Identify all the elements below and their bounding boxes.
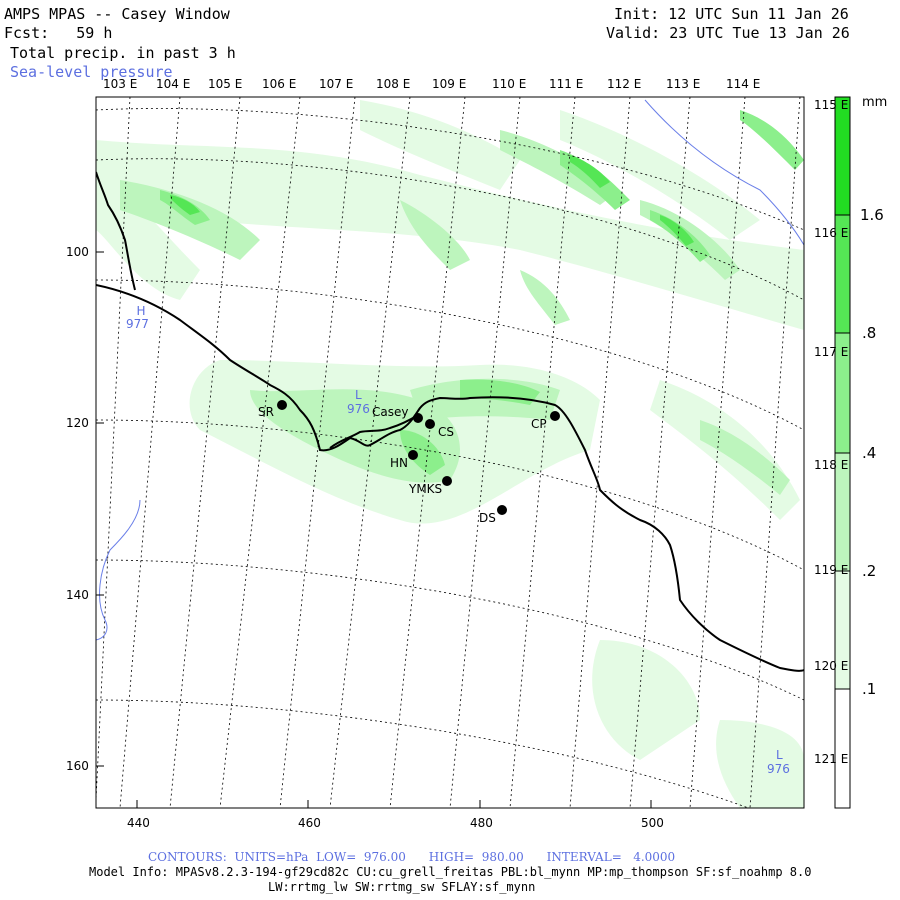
- x-tick-label: 480: [470, 816, 493, 830]
- y-tick-label: 120: [66, 416, 89, 430]
- station-label: Casey: [372, 405, 409, 419]
- lon-label: 103 E: [103, 77, 138, 91]
- overlay-label: Sea-level pressure: [10, 63, 173, 81]
- model-info-2: LW:rrtmg_lw SW:rrtmg_sw SFLAY:sf_mynn: [268, 880, 536, 894]
- lon-label-right: 117 E: [814, 345, 849, 359]
- station-label: DS: [479, 511, 496, 525]
- lon-label: 114 E: [726, 77, 761, 91]
- forecast-hour: Fcst: 59 h: [4, 24, 113, 42]
- coastline: [96, 171, 804, 672]
- contours-info: CONTOURS: UNITS=hPa LOW= 976.00 HIGH= 98…: [148, 850, 676, 864]
- station-label: HN: [390, 456, 408, 470]
- colorbar-unit: mm: [862, 95, 888, 110]
- lon-label-right: 116 E: [814, 226, 849, 240]
- x-tick-label: 440: [127, 816, 150, 830]
- lon-label-right: 118 E: [814, 458, 849, 472]
- pressure-center-value: 977: [126, 317, 149, 331]
- colorbar: [834, 96, 851, 809]
- field-label: Total precip. in past 3 h: [10, 44, 236, 62]
- y-tick-label: 100: [66, 245, 89, 259]
- y-tick-label: 140: [66, 588, 89, 602]
- pressure-center-value: 976: [347, 402, 370, 416]
- lon-label: 105 E: [208, 77, 243, 91]
- lon-label: 104 E: [156, 77, 191, 91]
- lon-label: 113 E: [666, 77, 701, 91]
- plot-frame: [95, 96, 805, 809]
- valid-time: Valid: 23 UTC Tue 13 Jan 26: [606, 24, 850, 42]
- colorbar-label: 1.6: [860, 206, 884, 224]
- longitude-lines: [96, 97, 801, 808]
- axis-ticks: [96, 251, 652, 808]
- model-info: Model Info: MPASv8.2.3-194-gf29cd82c CU:…: [89, 865, 812, 879]
- lon-label-right: 115 E: [814, 98, 849, 112]
- colorbar-label: .8: [862, 324, 877, 342]
- colorbar-label: .2: [862, 562, 877, 580]
- station-markers: [277, 400, 560, 515]
- station-label: CP: [531, 417, 547, 431]
- lon-label-right: 121 E: [814, 752, 849, 766]
- lon-label-right: 119 E: [814, 563, 849, 577]
- latitude-lines: [96, 108, 804, 808]
- lon-label: 106 E: [262, 77, 297, 91]
- x-tick-label: 500: [641, 816, 664, 830]
- lon-label: 107 E: [319, 77, 354, 91]
- map-title: AMPS MPAS -- Casey Window: [4, 5, 230, 23]
- x-tick-label: 460: [298, 816, 321, 830]
- init-time: Init: 12 UTC Sun 11 Jan 26: [614, 5, 849, 23]
- lon-label: 111 E: [549, 77, 584, 91]
- pressure-center-value: 976: [767, 762, 790, 776]
- lon-label: 110 E: [492, 77, 527, 91]
- colorbar-label: .1: [862, 680, 877, 698]
- pressure-center-type: L: [355, 388, 362, 402]
- colorbar-label: .4: [862, 444, 877, 462]
- lon-label: 109 E: [432, 77, 467, 91]
- isobars: [96, 99, 804, 641]
- pressure-center-type: L: [776, 748, 783, 762]
- pressure-center-type: H: [136, 304, 146, 318]
- lon-label-right: 120 E: [814, 659, 849, 673]
- lon-label: 112 E: [607, 77, 642, 91]
- lon-label: 108 E: [376, 77, 411, 91]
- station-label: CS: [438, 425, 454, 439]
- station-label: SR: [258, 405, 274, 419]
- station-label: YMKS: [409, 482, 443, 496]
- y-tick-label: 160: [66, 759, 89, 773]
